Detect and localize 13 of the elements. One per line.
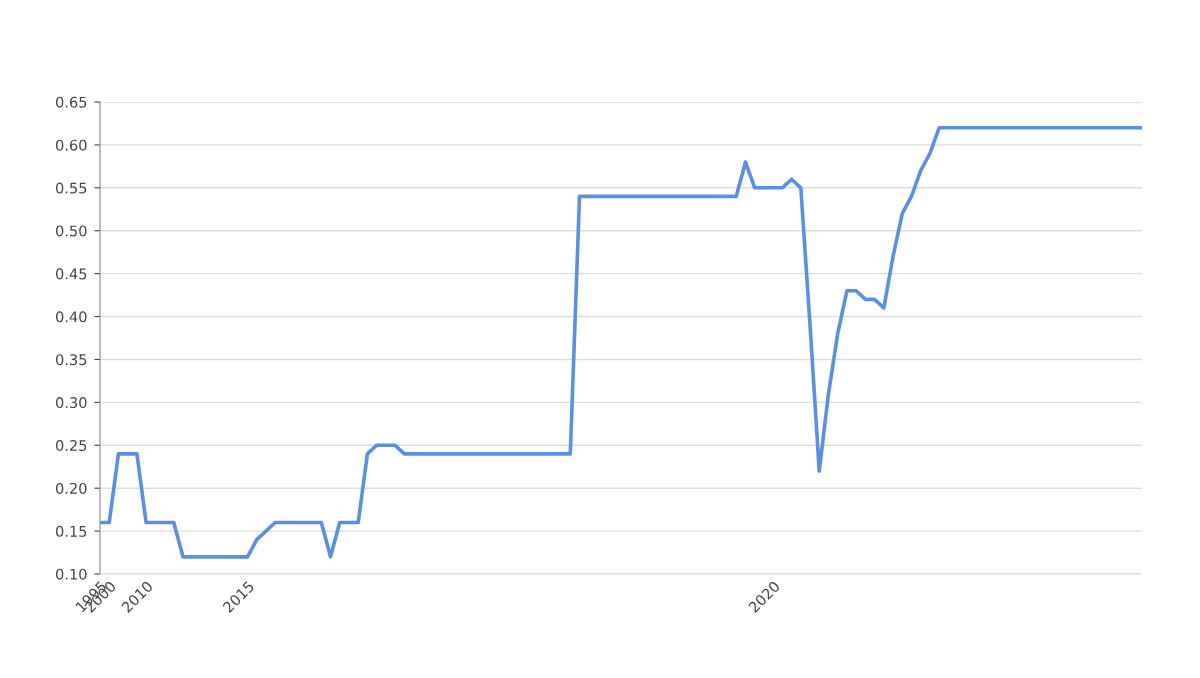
y-tick-label: 0.50 (55, 225, 87, 237)
y-tick-label: 0.65 (55, 96, 87, 108)
y-tick-label: 0.25 (55, 439, 87, 452)
y-tick-label: 0.30 (55, 397, 87, 409)
y-tick-label: 0.55 (55, 182, 87, 194)
y-tick-label: 0.40 (55, 311, 87, 323)
y-tick-label: 0.35 (55, 354, 87, 366)
y-tick-label: 0.15 (55, 525, 87, 537)
y-tick-label: 0.20 (55, 482, 87, 494)
y-tick-label: 0.10 (55, 568, 87, 580)
line-series (100, 125, 1142, 559)
y-tick-label: 0.60 (55, 139, 87, 151)
y-tick-label: 0.45 (55, 268, 87, 280)
